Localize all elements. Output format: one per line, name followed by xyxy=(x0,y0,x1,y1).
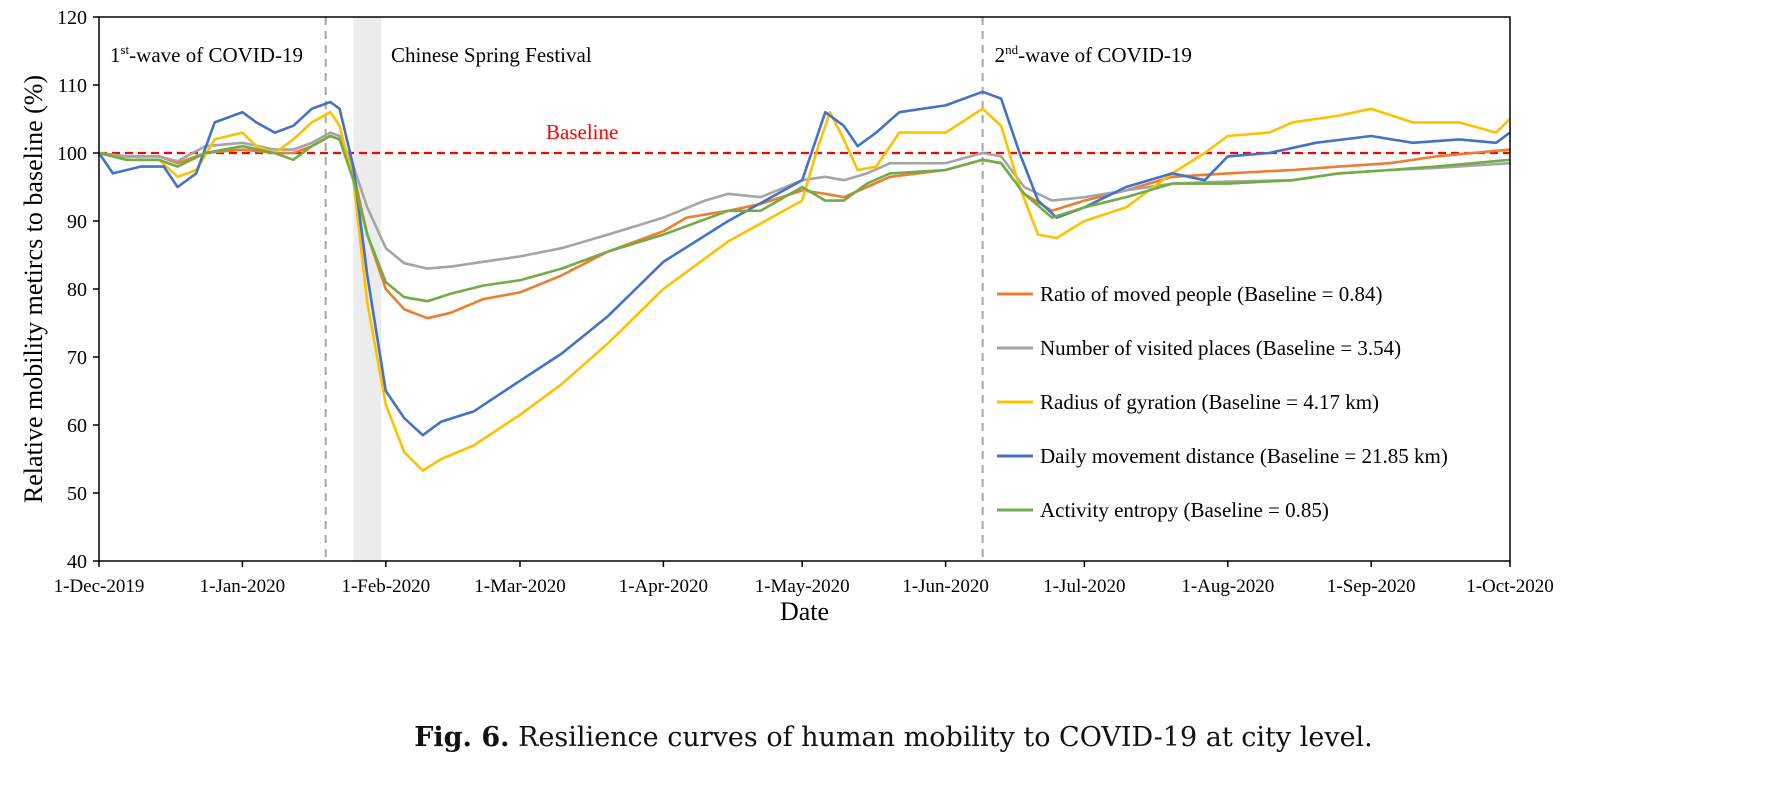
legend-label-4: Daily movement distance (Baseline = 21.8… xyxy=(1040,444,1448,468)
x-tick-label: 1-Sep-2020 xyxy=(1327,576,1416,597)
x-tick-label: 1-Jan-2020 xyxy=(200,576,285,597)
x-axis-title: Date xyxy=(780,597,829,626)
legend-label-3: Radius of gyration (Baseline = 4.17 km) xyxy=(1040,390,1379,414)
y-tick-label: 40 xyxy=(67,551,87,573)
baseline-label: Baseline xyxy=(546,120,618,144)
spring-festival-band xyxy=(353,17,382,561)
series-line-5 xyxy=(98,134,1511,303)
y-tick-label: 80 xyxy=(67,279,87,301)
y-tick-label: 50 xyxy=(67,483,87,505)
y-tick-label: 70 xyxy=(67,347,87,369)
x-tick-label: 1-Jun-2020 xyxy=(902,576,989,597)
x-tick-label: 1-Apr-2020 xyxy=(619,576,708,597)
figure-caption-label: Fig. 6. xyxy=(414,722,510,753)
x-tick-label: 1-Oct-2020 xyxy=(1466,576,1554,597)
x-tick-label: 1-May-2020 xyxy=(755,576,850,597)
x-tick-label: 1-Jul-2020 xyxy=(1043,576,1125,597)
x-axis-ticks: 1-Dec-2019 1-Jan-2020 1-Feb-2020 1-Mar-2020… xyxy=(54,561,1554,597)
y-tick-label: 90 xyxy=(67,211,87,233)
x-tick-label: 1-Dec-2019 xyxy=(54,576,145,597)
series-line-4 xyxy=(97,90,1511,437)
x-tick-label: 1-Mar-2020 xyxy=(474,576,565,597)
y-axis-ticks: 40 50 60 70 80 90 100 110 120 xyxy=(57,7,99,573)
x-tick-label: 1-Feb-2020 xyxy=(341,576,430,597)
legend: Ratio of moved people (Baseline = 0.84) N… xyxy=(997,282,1448,522)
legend-label-1: Ratio of moved people (Baseline = 0.84) xyxy=(1040,282,1383,306)
second-wave-label: 2nd-wave of COVID-19 xyxy=(995,42,1192,67)
y-tick-label: 100 xyxy=(57,143,87,165)
legend-label-2: Number of visited places (Baseline = 3.5… xyxy=(1040,336,1401,360)
figure-caption: Fig. 6. Resilience curves of human mobil… xyxy=(0,722,1787,753)
y-tick-label: 60 xyxy=(67,415,87,437)
series-group xyxy=(97,90,1511,472)
y-tick-label: 110 xyxy=(58,75,87,97)
y-tick-label: 120 xyxy=(57,7,87,29)
figure-caption-text: Resilience curves of human mobility to C… xyxy=(518,722,1373,753)
x-tick-label: 1-Aug-2020 xyxy=(1181,576,1274,597)
series-line-3 xyxy=(98,107,1511,472)
first-wave-label: 1st-wave of COVID-19 xyxy=(110,42,303,67)
spring-festival-label: Chinese Spring Festival xyxy=(391,43,592,67)
legend-label-5: Activity entropy (Baseline = 0.85) xyxy=(1040,498,1329,522)
chart: 40 50 60 70 80 90 100 110 120 1-Dec-2019 1-Jan-20… xyxy=(19,7,1554,626)
y-axis-title: Relative mobility metircs to baseline (%… xyxy=(19,75,48,503)
